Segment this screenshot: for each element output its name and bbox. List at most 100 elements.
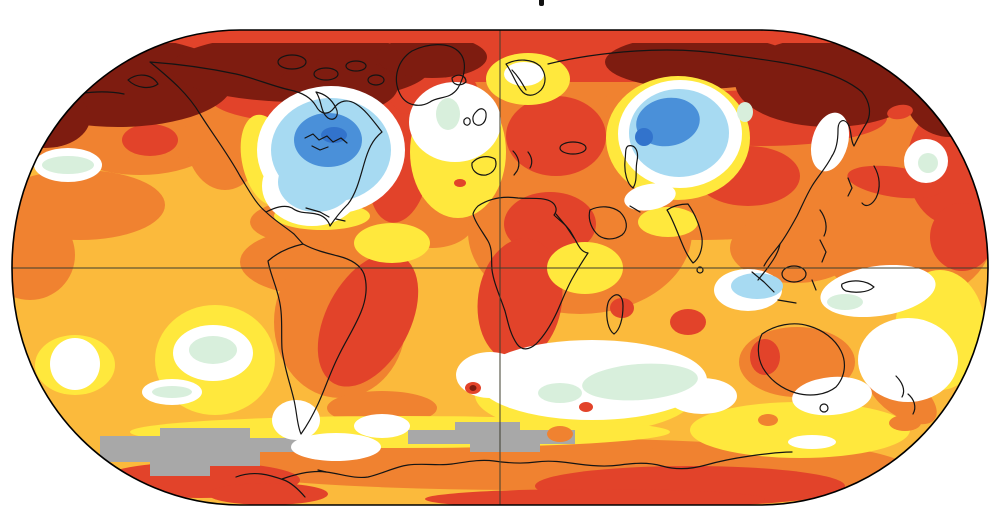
coastline-red-sea	[555, 213, 575, 239]
anomaly-blob	[690, 402, 910, 458]
coastline-cuba	[305, 207, 330, 218]
europe-red-blob	[506, 96, 606, 176]
kamchatka-white-patch	[810, 112, 850, 172]
coastline-north-america	[149, 61, 383, 227]
anomaly-blob	[189, 336, 237, 364]
anomaly-blob	[930, 203, 988, 271]
coastline-alaska	[127, 74, 159, 89]
scandinavia-white-core	[504, 62, 544, 86]
coastline-korea	[847, 177, 853, 197]
coastline-india	[666, 203, 703, 264]
anomaly-blob	[792, 376, 872, 416]
coastline-greenland	[395, 44, 465, 106]
west-australia-red-spot	[750, 339, 780, 375]
anomaly-blob	[670, 309, 706, 335]
anomaly-spot	[469, 385, 477, 391]
persian-gulf-white-patch	[624, 183, 676, 211]
coastline-sumatra	[751, 271, 775, 293]
greenland-maroon-blob	[377, 36, 487, 78]
anomaly-blob	[737, 102, 753, 122]
anomaly-blob	[827, 294, 863, 310]
coastline-eurasia-arctic	[547, 49, 863, 93]
coastline-sri-lanka	[696, 266, 704, 274]
map-fill-layers	[12, 30, 988, 505]
coastline-arabia	[588, 206, 627, 240]
coastline-norway-coast	[511, 69, 527, 91]
southern-africa-red-blob	[477, 238, 563, 362]
coastline-hispaniola	[335, 218, 346, 222]
anomaly-layer-deep-blue	[321, 127, 653, 146]
arctic-maroon-blob	[12, 88, 90, 148]
anomaly-layer-mint	[42, 98, 938, 403]
anomaly-blob	[354, 223, 430, 263]
anomaly-blob	[918, 153, 938, 173]
north-america-cold-halo	[278, 152, 354, 212]
coastline-java	[777, 299, 797, 304]
coastline-south-georgia	[317, 469, 327, 473]
coastline-japan	[861, 165, 880, 207]
coastline-new-guinea	[841, 280, 875, 293]
coastlines	[59, 44, 916, 498]
anomaly-blob	[12, 170, 165, 240]
coastline-philippines	[819, 239, 827, 263]
coastline-great-lakes	[304, 133, 348, 144]
anomaly-spot	[454, 179, 466, 187]
coastline-new-zealand	[895, 375, 905, 398]
anomaly-spot	[889, 415, 921, 431]
madagascar-red-spot	[610, 298, 634, 318]
coastline-britain	[472, 108, 487, 126]
brazil-red-blob	[317, 253, 419, 387]
coastline-balkans	[527, 151, 533, 169]
coastline-ireland	[463, 117, 471, 126]
patagonia-white-patch	[272, 400, 320, 440]
coastline-central-america	[265, 211, 304, 245]
anomaly-blob	[425, 489, 765, 505]
coastline-australia	[757, 323, 846, 396]
anomaly-spot	[758, 414, 778, 426]
map-outline	[11, 29, 989, 506]
coastline-sulawesi	[811, 279, 817, 291]
coastline-arctic-island	[277, 54, 307, 70]
coastline-antarctica	[235, 451, 793, 498]
coastline-scandinavia	[505, 59, 546, 96]
southeast-asia-warm-blob	[730, 213, 860, 283]
coastline-persian-gulf	[629, 205, 641, 213]
coastline-kamchatka	[831, 91, 871, 157]
anomaly-spot	[579, 402, 593, 412]
no-data-patch-southern-ocean-west	[100, 428, 298, 476]
coastline-east-asia	[763, 155, 833, 267]
coastline-hudson-bay	[315, 91, 338, 120]
coastline-indochina	[757, 243, 781, 281]
coastline-china-sea	[819, 209, 827, 237]
anomaly-blob	[638, 207, 698, 237]
coastline-tasmania	[819, 403, 829, 413]
anomaly-blob	[208, 483, 328, 505]
anomaly-blob	[152, 386, 192, 398]
south-indian-mint-patch	[582, 363, 698, 401]
anomaly-spot	[547, 426, 573, 442]
graticule-lines	[12, 30, 988, 505]
anomaly-blob	[788, 435, 836, 449]
anomaly-blob	[538, 383, 582, 403]
coastline-iceland	[451, 74, 467, 86]
coastline-iberia	[471, 156, 497, 176]
anomaly-blob	[50, 338, 100, 390]
coastline-africa	[472, 196, 589, 350]
coastline-madagascar	[606, 294, 624, 335]
anomaly-blob	[291, 433, 381, 461]
anomaly-blob	[42, 156, 94, 174]
no-data-layer-gray	[100, 422, 575, 476]
coastline-arctic-island	[367, 74, 385, 86]
anomaly-spot	[887, 104, 913, 120]
anomaly-blob	[122, 124, 178, 156]
east-australia-white-patch	[858, 318, 958, 402]
coastline-new-zealand	[907, 393, 916, 415]
aral-cold-spot	[635, 128, 653, 146]
no-data-patch-southern-ocean-central	[408, 422, 575, 452]
coastline-caspian-sea	[624, 145, 639, 189]
anomaly-blob	[354, 414, 410, 438]
coastline-great-lakes	[311, 145, 329, 151]
coastline-south-america	[267, 243, 367, 435]
